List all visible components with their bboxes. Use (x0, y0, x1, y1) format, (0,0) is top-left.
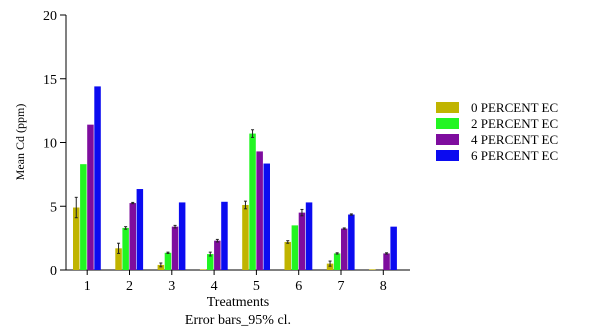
y-tick-label: 20 (43, 9, 57, 24)
x-axis-title: Treatments (207, 295, 269, 310)
bar (94, 86, 101, 271)
x-ticks: 1 2 3 4 5 6 7 8 (84, 270, 387, 294)
bar (284, 241, 291, 270)
legend-swatch (436, 150, 459, 161)
bar (171, 226, 179, 270)
legend-swatch (436, 134, 459, 145)
bar (291, 225, 299, 270)
x-tick-label: 3 (168, 279, 175, 294)
bar (178, 202, 186, 270)
bar (383, 253, 390, 270)
bar (305, 202, 313, 270)
bar (221, 201, 228, 270)
bar (348, 214, 355, 270)
x-tick-label: 6 (295, 279, 302, 294)
bar (87, 124, 94, 271)
y-ticks: 0 5 10 15 20 (43, 9, 66, 279)
axes (65, 15, 410, 271)
bar (369, 269, 376, 270)
legend-label: 4 PERCENT EC (471, 132, 558, 147)
y-tick-label: 15 (43, 73, 57, 88)
bar (263, 163, 270, 270)
bar (256, 151, 263, 270)
bar (298, 212, 306, 270)
bar (199, 269, 207, 270)
bar (80, 164, 87, 270)
y-tick-label: 0 (50, 264, 57, 279)
bar (136, 189, 144, 270)
y-tick-label: 10 (43, 137, 57, 152)
bar (214, 240, 221, 270)
chart-subtitle: Error bars_95% cl. (185, 313, 291, 328)
y-tick-label: 5 (50, 200, 57, 215)
y-axis-title: Mean Cd (ppm) (13, 104, 27, 181)
bar (390, 226, 397, 270)
bar (249, 133, 256, 270)
legend-label: 2 PERCENT EC (471, 116, 558, 131)
legend-swatch (436, 118, 459, 129)
bar (115, 248, 122, 270)
x-tick-label: 2 (126, 279, 133, 294)
bar (164, 252, 172, 270)
legend-label: 6 PERCENT EC (471, 148, 558, 163)
bar (129, 203, 136, 270)
error-bars (74, 129, 389, 268)
legend: 0 PERCENT EC2 PERCENT EC4 PERCENT EC6 PE… (436, 100, 558, 163)
x-tick-label: 7 (338, 279, 345, 294)
bar (333, 253, 341, 270)
bar (73, 207, 80, 270)
bar (122, 227, 129, 270)
legend-swatch (436, 102, 459, 113)
bar (341, 228, 348, 270)
bar (157, 264, 165, 270)
bar (207, 254, 214, 270)
x-tick-label: 1 (84, 279, 91, 294)
x-tick-label: 4 (211, 279, 218, 294)
x-tick-label: 8 (380, 279, 387, 294)
bars (73, 86, 397, 271)
bar (242, 204, 249, 270)
bar (326, 263, 334, 270)
legend-label: 0 PERCENT EC (471, 100, 558, 115)
x-tick-label: 5 (253, 279, 260, 294)
